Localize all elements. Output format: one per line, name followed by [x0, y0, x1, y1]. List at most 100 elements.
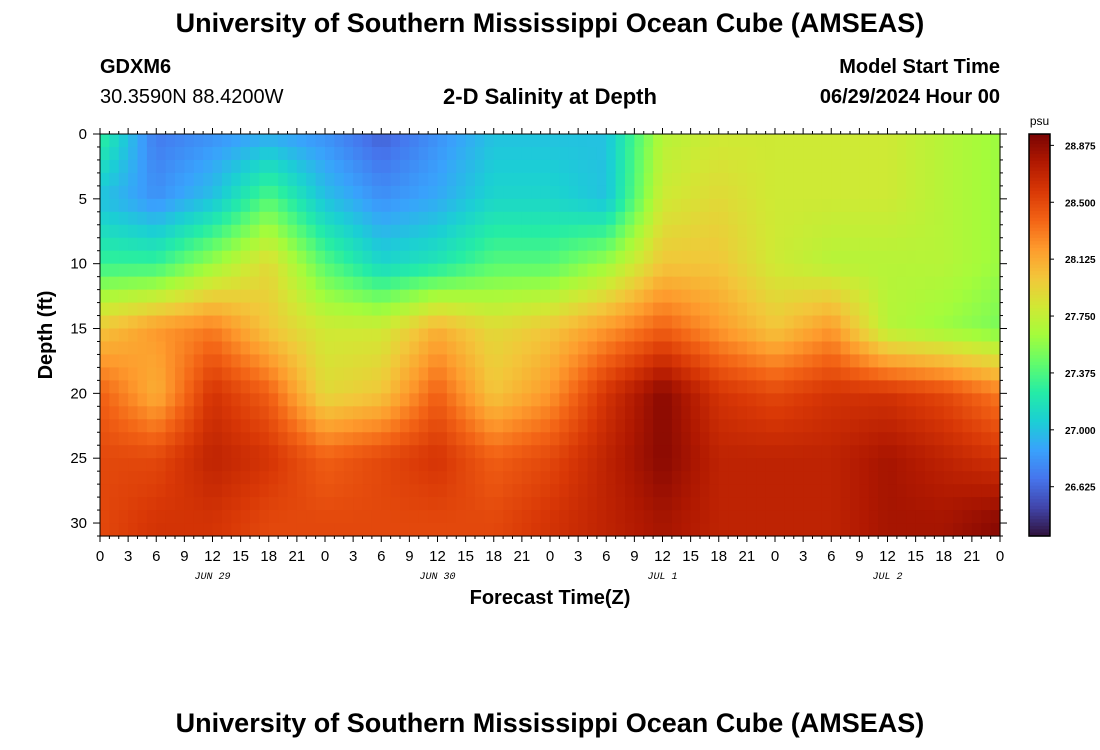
heatmap-cell [728, 367, 739, 381]
heatmap-cell [756, 198, 767, 213]
heatmap-cell [146, 302, 157, 317]
heatmap-cell [840, 276, 851, 291]
heatmap-cell [859, 510, 870, 524]
heatmap-cell [446, 134, 457, 148]
heatmap-cell [381, 134, 392, 148]
heatmap-cell [728, 380, 739, 394]
heatmap-cell [456, 341, 467, 356]
heatmap-cell [709, 341, 720, 356]
heatmap-cell [156, 276, 167, 291]
heatmap-cell [700, 393, 710, 407]
heatmap-cell [250, 523, 260, 537]
heatmap-cell [990, 237, 1001, 252]
heatmap-cell [943, 315, 954, 330]
x-tick-label: 12 [654, 548, 671, 565]
heatmap-cell [812, 315, 823, 330]
heatmap-cell [343, 224, 354, 239]
heatmap-cell [540, 380, 551, 394]
heatmap-cell [756, 432, 767, 446]
heatmap-cell [718, 458, 729, 472]
heatmap-cell [259, 237, 270, 252]
heatmap-cell [306, 237, 317, 252]
x-tick-label: 3 [349, 548, 357, 565]
heatmap-cell [596, 419, 607, 433]
heatmap-cell [428, 380, 439, 394]
heatmap-cell [681, 484, 692, 498]
heatmap-cell [718, 185, 729, 200]
heatmap-cell [887, 289, 898, 304]
heatmap-cell [671, 237, 682, 252]
y-tick-label: 25 [70, 450, 87, 467]
heatmap-cell [578, 159, 589, 174]
heatmap-cell [906, 328, 917, 343]
x-tick-label: 6 [602, 548, 610, 565]
heatmap-cell [371, 224, 382, 239]
heatmap-cell [456, 302, 467, 317]
heatmap-cell [653, 393, 664, 407]
heatmap-cell [887, 134, 898, 148]
heatmap-cell [784, 134, 795, 148]
heatmap-cell [746, 328, 757, 343]
heatmap-cell [643, 471, 654, 485]
heatmap-cell [165, 134, 176, 148]
heatmap-cell [250, 315, 260, 330]
heatmap-cell [803, 237, 814, 252]
heatmap-cell [793, 276, 804, 291]
heatmap-cell [315, 134, 326, 148]
heatmap-cell [784, 471, 795, 485]
heatmap-cell [240, 484, 251, 498]
heatmap-cell [212, 497, 223, 511]
heatmap-cell [540, 354, 551, 369]
heatmap-cell [981, 445, 992, 459]
heatmap-cell [381, 471, 392, 485]
heatmap-cell [681, 523, 692, 537]
heatmap-cell [203, 328, 214, 343]
heatmap-cell [428, 393, 439, 407]
heatmap-cell [268, 328, 279, 343]
heatmap-cell [578, 315, 589, 330]
heatmap-cell [550, 250, 560, 265]
heatmap-cell [231, 406, 242, 420]
heatmap-cell [709, 406, 720, 420]
heatmap-cell [559, 341, 570, 356]
heatmap-cell [268, 445, 279, 459]
heatmap-cell [812, 172, 823, 187]
heatmap-cell [606, 134, 617, 148]
heatmap-cell [268, 497, 279, 511]
heatmap-cell [493, 484, 504, 498]
heatmap-cell [165, 211, 176, 226]
heatmap-cell [718, 224, 729, 239]
heatmap-cell [259, 289, 270, 304]
heatmap-cell [268, 263, 279, 278]
heatmap-cell [221, 328, 232, 343]
heatmap-cell [446, 341, 457, 356]
heatmap-cell [184, 419, 195, 433]
heatmap-cell [175, 328, 185, 343]
heatmap-cell [981, 224, 992, 239]
heatmap-cell [606, 393, 617, 407]
heatmap-cell [587, 367, 598, 381]
heatmap-cell [803, 224, 814, 239]
heatmap-cell [212, 419, 223, 433]
heatmap-cell [878, 198, 889, 213]
heatmap-cell [681, 497, 692, 511]
heatmap-cell [625, 224, 635, 239]
heatmap-cell [334, 380, 345, 394]
colorbar-swatch [1029, 519, 1050, 524]
heatmap-cell [259, 134, 270, 148]
heatmap-cell [343, 341, 354, 356]
heatmap-cell [587, 224, 598, 239]
heatmap-cell [700, 367, 710, 381]
heatmap-cell [146, 237, 157, 252]
heatmap-cell [925, 523, 935, 537]
heatmap-cell [662, 159, 673, 174]
heatmap-cell [606, 523, 617, 537]
heatmap-cell [418, 198, 429, 213]
heatmap-cell [718, 432, 729, 446]
heatmap-cell [446, 237, 457, 252]
heatmap-cell [184, 497, 195, 511]
heatmap-cell [859, 211, 870, 226]
heatmap-cell [784, 380, 795, 394]
heatmap-cell [306, 276, 317, 291]
heatmap-cell [728, 302, 739, 317]
